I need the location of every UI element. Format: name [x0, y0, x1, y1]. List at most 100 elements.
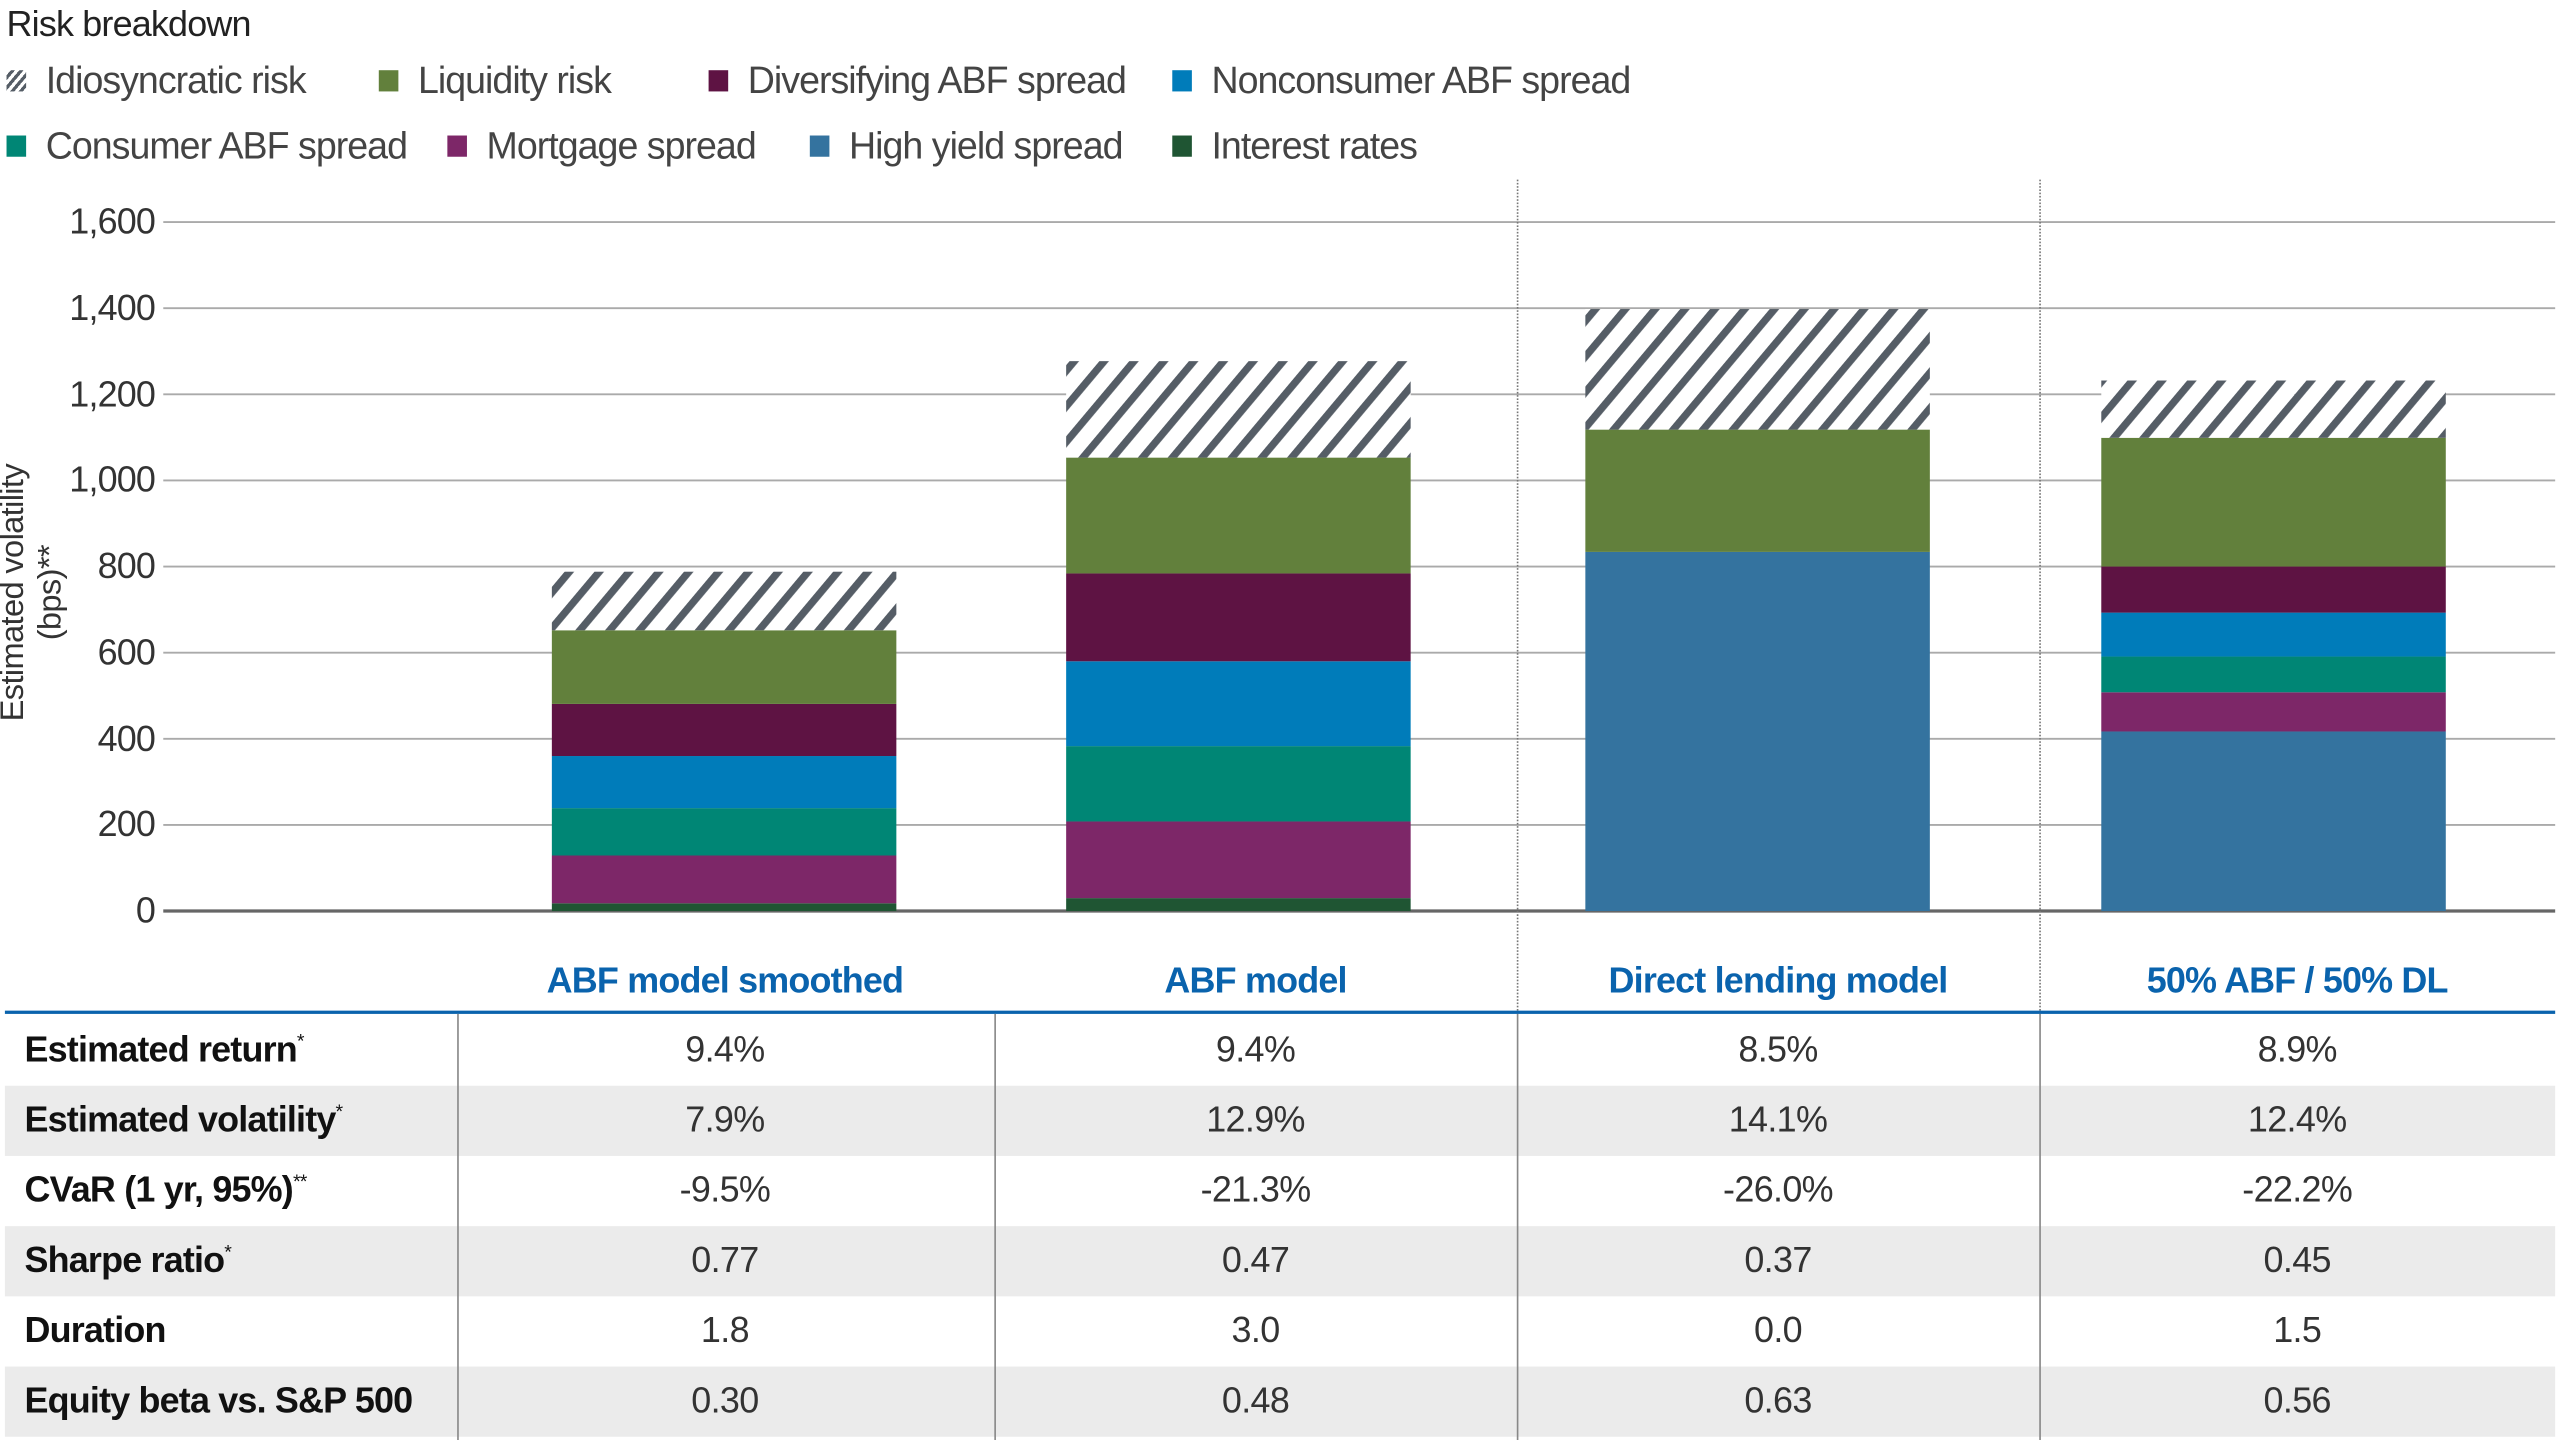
table-cell: 0.45 [2263, 1239, 2332, 1281]
table-cell: -21.3% [1200, 1169, 1312, 1210]
legend-swatch [708, 70, 729, 92]
bar-segment-high-yield-spread [1585, 551, 1930, 912]
y-tick-label: 800 [97, 545, 156, 587]
divider-dotted [1516, 179, 1519, 1014]
row-label-text: Equity beta vs. S&P 500 [24, 1379, 413, 1421]
legend-swatch [1172, 70, 1192, 92]
legend-item-interest-rates: Interest rates [1172, 124, 1418, 168]
row-label-text: Estimated volatility [24, 1098, 336, 1140]
legend-swatch [1172, 135, 1192, 157]
table-row: Estimated return* 9.4% 9.4% 8.5% 8.9% [5, 1016, 2555, 1086]
column-header: 50% ABF / 50% DL [2146, 960, 2449, 1001]
table-cell: 0.37 [1744, 1239, 1812, 1281]
table-cell: 3.0 [1231, 1309, 1281, 1351]
row-label: Equity beta vs. S&P 500 [24, 1379, 413, 1422]
legend-label: Liquidity risk [417, 58, 612, 102]
row-label-text: Duration [24, 1309, 166, 1351]
bar-segment-interest-rates [1066, 898, 1411, 912]
legend-label: Idiosyncratic risk [45, 58, 307, 102]
row-label-text: Sharpe ratio [24, 1239, 225, 1281]
column-divider [457, 1013, 459, 1440]
row-label-text: CVaR (1 yr, 95%) [24, 1169, 293, 1210]
column-divider [994, 1013, 996, 1440]
bar-segment-idiosyncratic-risk [1066, 361, 1411, 458]
table-cell: 1.8 [700, 1309, 750, 1351]
legend-label: Mortgage spread [486, 124, 757, 167]
bar-segment-liquidity-risk [1585, 429, 1930, 552]
bar-segment-mortgage-spread [1066, 821, 1411, 899]
row-label-text: Estimated return [24, 1028, 297, 1070]
legend-swatch [809, 135, 830, 157]
table-row: CVaR (1 yr, 95%)** -9.5% -21.3% -26.0% -22.2… [5, 1156, 2555, 1226]
table-row: Equity beta vs. S&P 500 0.30 0.48 0.63 0.56 [4, 1366, 2556, 1437]
column-header: ABF model [1164, 960, 1347, 1001]
table-cell: 0.77 [691, 1239, 759, 1281]
table-header-rule [4, 1010, 2556, 1014]
column-header: ABF model smoothed [546, 960, 904, 1001]
table-row: Estimated volatility* 7.9% 12.9% 14.1% 12.4% [4, 1085, 2556, 1156]
bar-segment-idiosyncratic-risk [1585, 309, 1930, 430]
legend-item-nonconsumer-abf-spread: Nonconsumer ABF spread [1172, 58, 1631, 103]
plot-area [163, 221, 2556, 913]
legend-label: Interest rates [1211, 124, 1417, 167]
bar-segment-diversifying-abf-spread [2101, 566, 2446, 613]
bar-segment-consumer-abf-spread [2101, 656, 2446, 693]
y-tick-label: 400 [97, 717, 156, 759]
y-tick-label: 1,000 [69, 459, 156, 501]
legend-item-high-yield-spread: High yield spread [809, 124, 1123, 168]
bar-segment-mortgage-spread [551, 855, 897, 904]
table-cell: 7.9% [685, 1098, 765, 1140]
table-row: Sharpe ratio* 0.77 0.47 0.37 0.45 [4, 1226, 2556, 1297]
legend-swatch [6, 135, 27, 157]
chart-title: Risk breakdown [6, 3, 252, 45]
footnote-mark: ** [292, 1170, 307, 1193]
row-label: Duration [24, 1309, 166, 1351]
y-tick-label: 0 [135, 889, 156, 931]
table-cell: 8.5% [1738, 1028, 1818, 1070]
legend-label: Nonconsumer ABF spread [1211, 58, 1631, 102]
legend-label: Diversifying ABF spread [747, 58, 1127, 102]
legend-item-liquidity-risk: Liquidity risk [378, 58, 612, 103]
divider-dotted [2039, 179, 2041, 1014]
table-cell: 1.5 [2273, 1309, 2322, 1351]
row-label: Sharpe ratio* [24, 1239, 231, 1281]
legend-item-diversifying-abf-spread: Diversifying ABF spread [708, 58, 1127, 103]
y-tick-label: 1,400 [69, 286, 156, 328]
bar-segment-nonconsumer-abf-spread [2101, 612, 2446, 657]
bar-segment-diversifying-abf-spread [551, 703, 897, 757]
bar-segment-high-yield-spread [2101, 731, 2446, 912]
footnote-mark: * [224, 1240, 232, 1264]
table-cell: 0.56 [2263, 1379, 2332, 1421]
row-label: Estimated volatility* [24, 1098, 344, 1141]
legend-item-consumer-abf-spread: Consumer ABF spread [6, 124, 408, 168]
table-cell: 14.1% [1728, 1098, 1828, 1140]
table-cell: 12.9% [1206, 1098, 1305, 1140]
table-cell: 0.30 [691, 1379, 759, 1421]
table-cell: 12.4% [2247, 1098, 2347, 1140]
bar-segment-idiosyncratic-risk [2101, 380, 2446, 438]
table-cell: 0.48 [1221, 1379, 1290, 1421]
legend-swatch [378, 70, 399, 92]
bar-segment-mortgage-spread [2101, 692, 2446, 732]
table-cell: 0.63 [1744, 1379, 1812, 1421]
column-divider [2039, 1013, 2041, 1440]
table-row: Duration 1.8 3.0 0.0 1.5 [5, 1296, 2555, 1366]
table-cell: -22.2% [2242, 1169, 2353, 1210]
footnote-mark: * [335, 1099, 344, 1123]
bar-segment-liquidity-risk [1066, 457, 1411, 574]
table-cell: 9.4% [1215, 1028, 1296, 1070]
bar-segment-idiosyncratic-risk [551, 571, 897, 631]
bar-segment-liquidity-risk [2101, 437, 2446, 567]
legend-item-idiosyncratic-risk: Idiosyncratic risk [6, 58, 307, 103]
table-cell: -9.5% [679, 1169, 771, 1210]
bar-segment-nonconsumer-abf-spread [551, 756, 897, 809]
footnote-mark: * [296, 1029, 305, 1053]
bar-segment-nonconsumer-abf-spread [1066, 661, 1411, 747]
y-tick-label: 1,200 [69, 373, 156, 414]
bar-segment-liquidity-risk [551, 630, 897, 704]
bar-segment-interest-rates [551, 903, 897, 912]
column-header: Direct lending model [1608, 960, 1949, 1001]
table-cell: 0.0 [1754, 1309, 1803, 1351]
table-cell: 8.9% [2257, 1028, 2338, 1070]
